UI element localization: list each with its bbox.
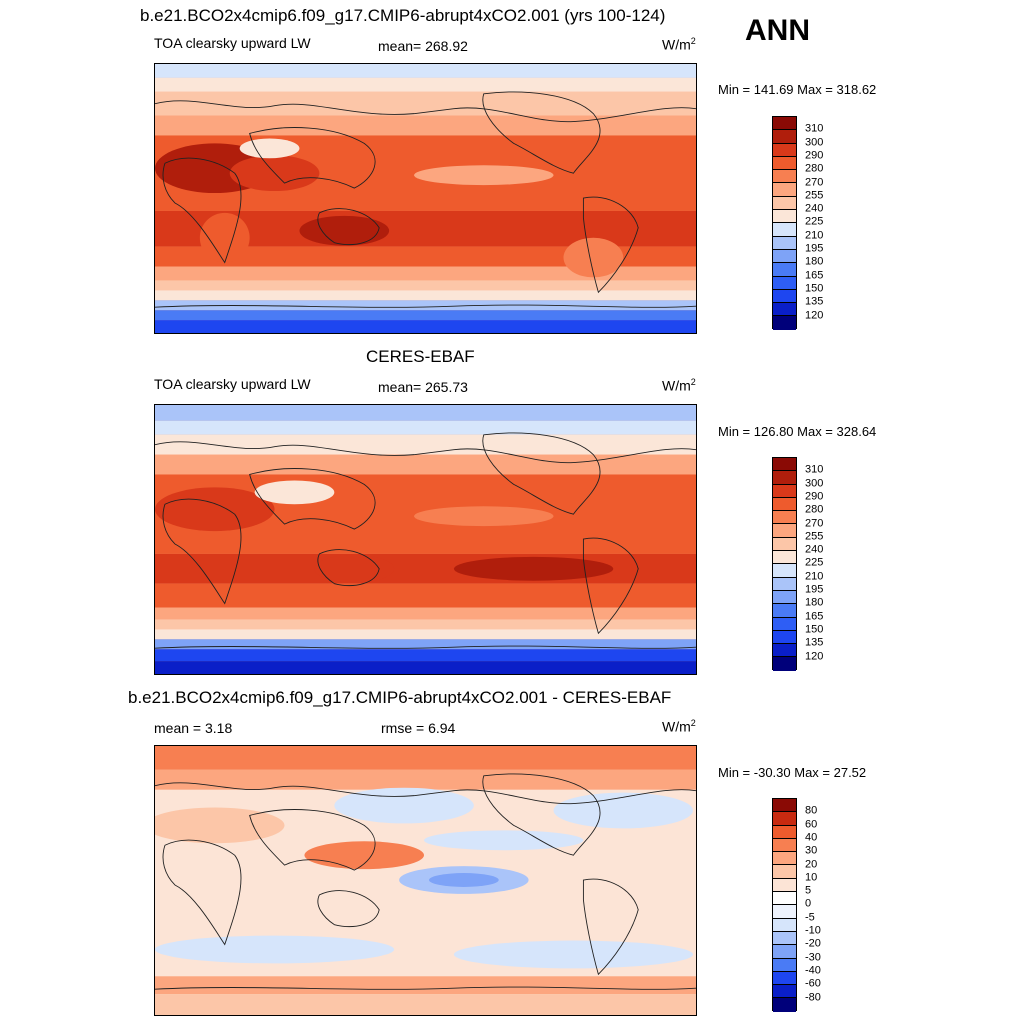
colorbar-tick: 180 <box>805 596 824 609</box>
colorbar-tick: 280 <box>805 503 824 516</box>
season-label: ANN <box>745 14 810 47</box>
panel-2-minmax: Min = 126.80 Max = 328.64 <box>718 424 877 439</box>
panel-1-contour-map <box>155 64 696 333</box>
colorbar-tick: -40 <box>805 964 821 977</box>
colorbar-tick: 195 <box>805 242 824 255</box>
panel-1-colorbar-ticks: 310 300 290 280 270 255 240 225 210 195 … <box>805 116 845 329</box>
panel-2-map <box>154 404 697 675</box>
colorbar-tick: 120 <box>805 650 824 662</box>
colorbar-tick: 270 <box>805 517 824 529</box>
colorbar-tick: 165 <box>805 610 824 623</box>
panel-1-units: W/m2 <box>662 36 696 53</box>
panel-2-units: W/m2 <box>662 377 696 394</box>
panel-2-colorbar-ticks: 310 300 290 280 270 255 240 225 210 195 … <box>805 457 845 670</box>
colorbar-tick: 135 <box>805 636 824 649</box>
colorbar-tick: 195 <box>805 583 824 596</box>
colorbar-tick: 60 <box>805 818 818 831</box>
colorbar-tick: 120 <box>805 309 824 321</box>
colorbar-tick: 240 <box>805 202 824 215</box>
panel-1-mean: mean= 268.92 <box>378 38 468 54</box>
panel-1-map <box>154 63 697 334</box>
panel-1-title: b.e21.BCO2x4cmip6.f09_g17.CMIP6-abrupt4x… <box>140 6 666 25</box>
colorbar-tick: 280 <box>805 162 824 175</box>
colorbar-tick: -10 <box>805 924 821 937</box>
colorbar-tick: 30 <box>805 844 818 857</box>
colorbar-tick: 0 <box>805 897 812 910</box>
panel-2-title: CERES-EBAF <box>366 347 475 366</box>
panel-3-title: b.e21.BCO2x4cmip6.f09_g17.CMIP6-abrupt4x… <box>128 688 672 707</box>
colorbar-tick: 10 <box>805 871 818 884</box>
colorbar-tick: 310 <box>805 122 824 135</box>
colorbar-tick: 135 <box>805 295 824 308</box>
panel-2-contour-map <box>155 405 696 674</box>
colorbar-tick: 310 <box>805 463 824 476</box>
panel-3-mean: mean = 3.18 <box>154 720 233 736</box>
colorbar-tick: 150 <box>805 623 824 636</box>
colorbar-tick: -20 <box>805 937 821 950</box>
colorbar-tick: 180 <box>805 255 824 268</box>
colorbar-tick: 210 <box>805 570 824 583</box>
panel-3-minmax: Min = -30.30 Max = 27.52 <box>718 765 867 780</box>
colorbar-tick: 20 <box>805 858 818 870</box>
colorbar-tick: 40 <box>805 831 818 844</box>
colorbar-tick: 225 <box>805 215 824 228</box>
colorbar-tick: 80 <box>805 804 818 817</box>
panel-3-colorbar-ticks: 80 60 40 30 20 10 5 0 -5 -10 -20 -30 -40… <box>805 798 845 1011</box>
panel-3-rmse: rmse = 6.94 <box>381 720 456 736</box>
colorbar-tick: 150 <box>805 282 824 295</box>
panel-1-variable: TOA clearsky upward LW <box>154 35 311 51</box>
colorbar-tick: 290 <box>805 490 824 503</box>
colorbar-tick: 270 <box>805 176 824 188</box>
colorbar-tick: -5 <box>805 911 815 924</box>
panel-2-variable: TOA clearsky upward LW <box>154 376 311 392</box>
colorbar-tick: 255 <box>805 189 824 202</box>
colorbar-tick: 210 <box>805 229 824 242</box>
panel-3-units: W/m2 <box>662 718 696 735</box>
colorbar-tick: 5 <box>805 884 812 897</box>
panel-2-colorbar <box>772 457 797 671</box>
panel-1-minmax: Min = 141.69 Max = 318.62 <box>718 82 877 97</box>
panel-3-colorbar <box>772 798 797 1012</box>
panel-3-map <box>154 745 697 1016</box>
colorbar-tick: 290 <box>805 149 824 162</box>
panel-2-mean: mean= 265.73 <box>378 379 468 395</box>
colorbar-tick: 255 <box>805 530 824 543</box>
colorbar-tick: 300 <box>805 477 824 490</box>
panel-3-contour-map <box>155 746 696 1015</box>
colorbar-tick: -80 <box>805 991 821 1003</box>
colorbar-tick: 240 <box>805 543 824 556</box>
colorbar-tick: 225 <box>805 556 824 569</box>
colorbar-tick: 165 <box>805 269 824 282</box>
colorbar-tick: -60 <box>805 977 821 990</box>
colorbar-tick: 300 <box>805 136 824 149</box>
colorbar-tick: -30 <box>805 951 821 964</box>
panel-1-colorbar <box>772 116 797 330</box>
